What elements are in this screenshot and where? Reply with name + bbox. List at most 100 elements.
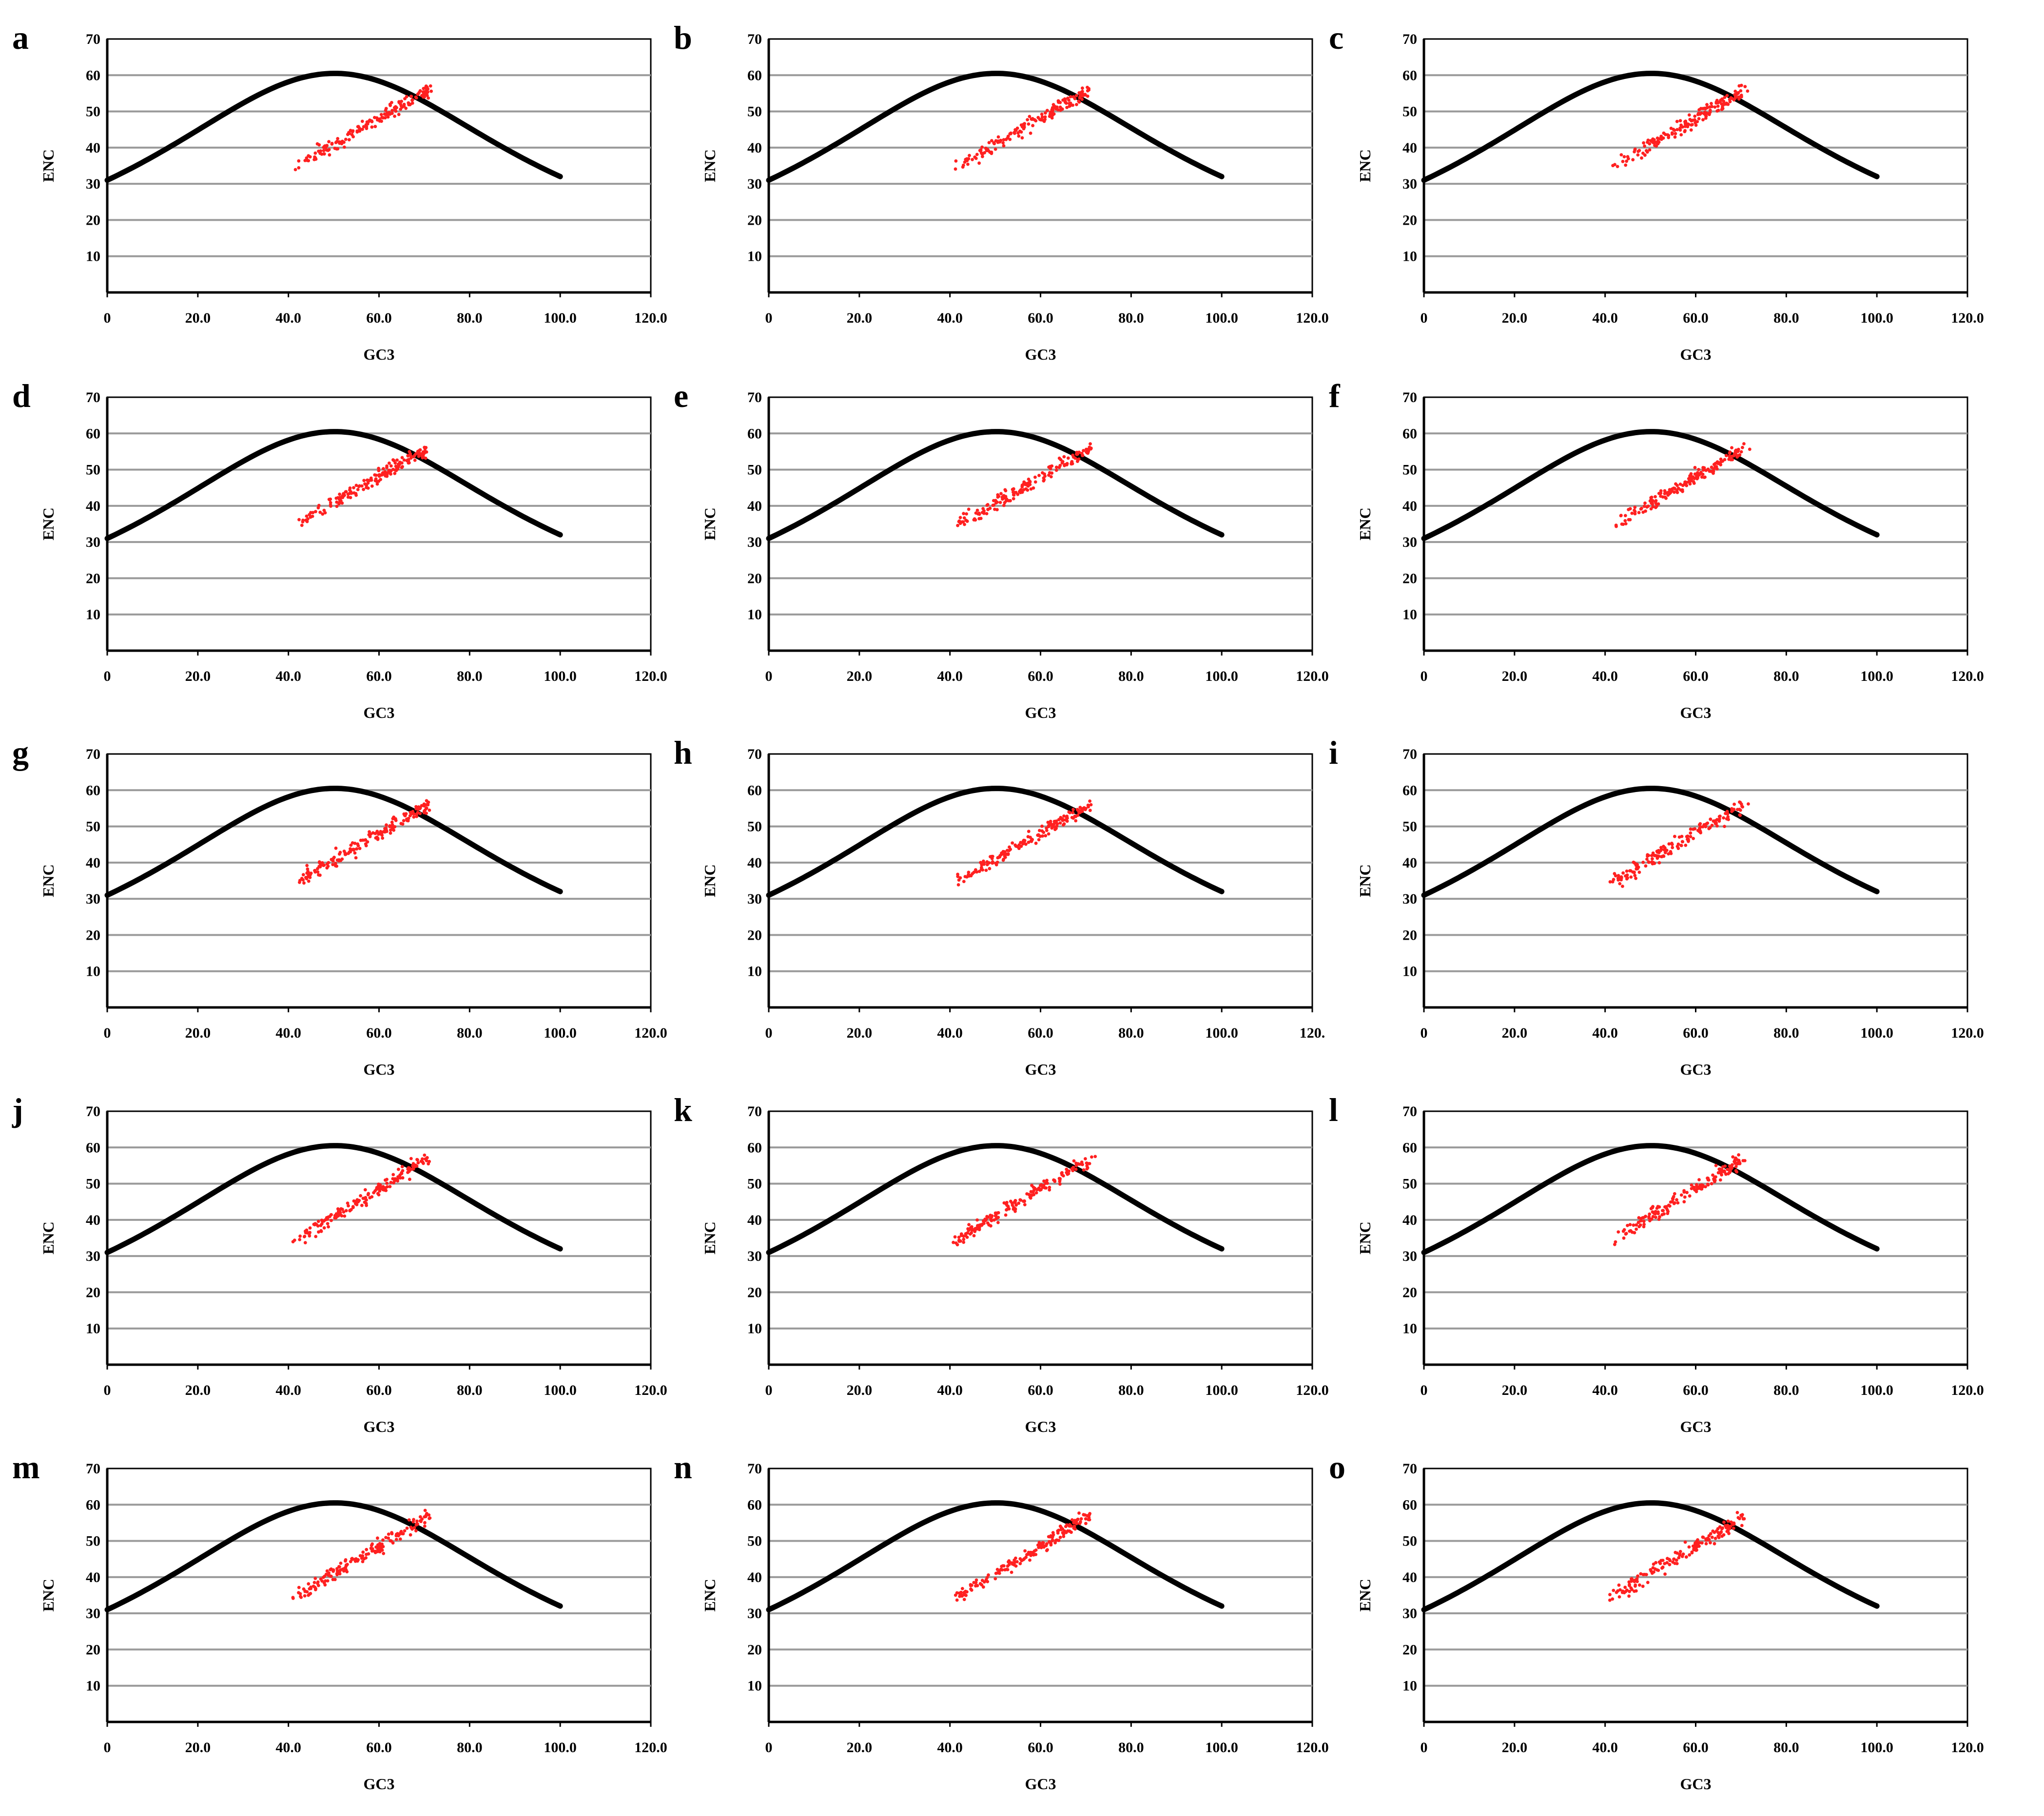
data-point	[423, 1525, 427, 1528]
data-point	[406, 454, 410, 458]
x-tick-label: 80.0	[1118, 1739, 1144, 1756]
x-tick-label: 60.0	[1028, 1739, 1053, 1756]
y-tick-label: 40	[747, 1569, 762, 1585]
data-point	[1673, 135, 1677, 139]
panel-f: f 10 20 30 40 50 60 70 0 20.0 40.0 60.0 80.0 100.0 120…	[1329, 370, 1997, 721]
x-tick-label: 20.0	[185, 1739, 211, 1756]
data-point	[1072, 1159, 1076, 1163]
x-tick-label: 0	[104, 310, 111, 326]
data-point	[1697, 108, 1701, 112]
y-tick-label: 20	[86, 212, 100, 228]
chart-svg: 10 20 30 40 50 60 70 0 20.0 40.0 60.0 80.0 100.0 120.…	[1356, 31, 1984, 363]
data-point	[330, 142, 334, 146]
data-point	[329, 501, 332, 504]
data-point	[412, 815, 416, 819]
data-point	[1633, 508, 1636, 512]
data-point	[1719, 1530, 1723, 1534]
data-point	[291, 1240, 295, 1244]
data-point	[415, 1158, 419, 1161]
y-tick-label: 30	[1402, 534, 1417, 550]
data-point	[1672, 128, 1675, 131]
x-axis-title: GC3	[1680, 1418, 1712, 1435]
data-point	[390, 820, 394, 824]
data-point	[1006, 1568, 1010, 1571]
panel-b: b 10 20 30 40 50 60 70 0 20.0 40.0 60.0 80.0 100.0 120…	[674, 12, 1342, 363]
y-axis-title: ENC	[701, 507, 719, 541]
data-point	[323, 511, 327, 515]
data-point	[994, 1571, 998, 1575]
data-point	[1642, 141, 1645, 145]
data-point	[1651, 137, 1655, 141]
y-tick-label: 10	[747, 1321, 762, 1337]
data-point	[418, 811, 422, 815]
y-tick-label: 30	[747, 534, 762, 550]
data-point	[1712, 463, 1716, 466]
data-point	[327, 498, 331, 501]
data-point	[958, 516, 962, 520]
data-point	[322, 1576, 325, 1579]
data-point	[1029, 1554, 1033, 1557]
data-point	[381, 1538, 385, 1542]
data-point	[1633, 862, 1637, 865]
data-point	[1691, 118, 1694, 122]
data-point	[388, 1185, 392, 1188]
data-point	[1077, 91, 1081, 95]
data-point	[1688, 1194, 1692, 1198]
data-point	[1049, 819, 1052, 823]
x-tick-label: 20.0	[185, 1025, 211, 1041]
data-point	[1017, 1201, 1021, 1205]
data-point	[297, 1585, 301, 1589]
data-point	[1008, 132, 1012, 135]
data-point	[1034, 1191, 1038, 1195]
data-point	[1026, 118, 1029, 122]
x-tick-label: 60.0	[1028, 1025, 1053, 1041]
data-point	[1713, 1536, 1717, 1540]
data-point	[1704, 1542, 1708, 1546]
data-point	[291, 1596, 295, 1600]
chart-svg: 10 20 30 40 50 60 70 0 20.0 40.0 60.0 80.0 100.0 120.…	[701, 746, 1325, 1078]
x-tick-label: 120.0	[634, 1025, 667, 1041]
data-point	[333, 146, 337, 150]
data-point	[1694, 1542, 1697, 1546]
plot-frame	[768, 1468, 1313, 1723]
data-point	[421, 453, 425, 457]
data-point	[1634, 1584, 1637, 1588]
data-point	[1662, 1212, 1666, 1216]
data-point	[1675, 1198, 1678, 1202]
data-point	[1625, 873, 1629, 877]
data-point	[376, 1536, 379, 1540]
data-point	[1037, 1541, 1041, 1545]
data-point	[334, 1212, 338, 1216]
data-point	[1646, 504, 1650, 508]
x-tick-label: 40.0	[275, 1025, 301, 1041]
data-point	[375, 830, 379, 834]
x-tick-label: 0	[765, 1025, 773, 1041]
data-point	[1071, 453, 1075, 457]
data-point	[1018, 129, 1022, 133]
x-tick-label: 0	[1421, 310, 1428, 326]
data-point	[957, 519, 961, 523]
data-point	[425, 1159, 428, 1162]
data-point	[1701, 468, 1705, 472]
data-point	[1713, 1542, 1716, 1546]
data-point	[317, 503, 321, 507]
data-point	[377, 466, 380, 470]
x-tick-label: 0	[104, 668, 111, 684]
y-tick-label: 50	[747, 1533, 762, 1549]
data-point	[954, 159, 958, 163]
panel-label: i	[1329, 734, 1338, 771]
data-point	[991, 854, 994, 858]
data-point	[1737, 84, 1741, 88]
data-point	[1739, 450, 1743, 454]
data-point	[356, 1199, 360, 1203]
data-point	[1628, 1223, 1632, 1226]
data-point	[365, 478, 369, 482]
y-tick-label: 60	[1402, 67, 1417, 83]
x-tick-label: 120.	[1300, 1025, 1325, 1041]
data-point	[999, 492, 1003, 496]
data-point	[360, 1203, 364, 1207]
data-point	[1074, 819, 1078, 823]
data-point	[385, 1178, 389, 1181]
data-point	[980, 1579, 984, 1583]
data-point	[322, 149, 326, 153]
